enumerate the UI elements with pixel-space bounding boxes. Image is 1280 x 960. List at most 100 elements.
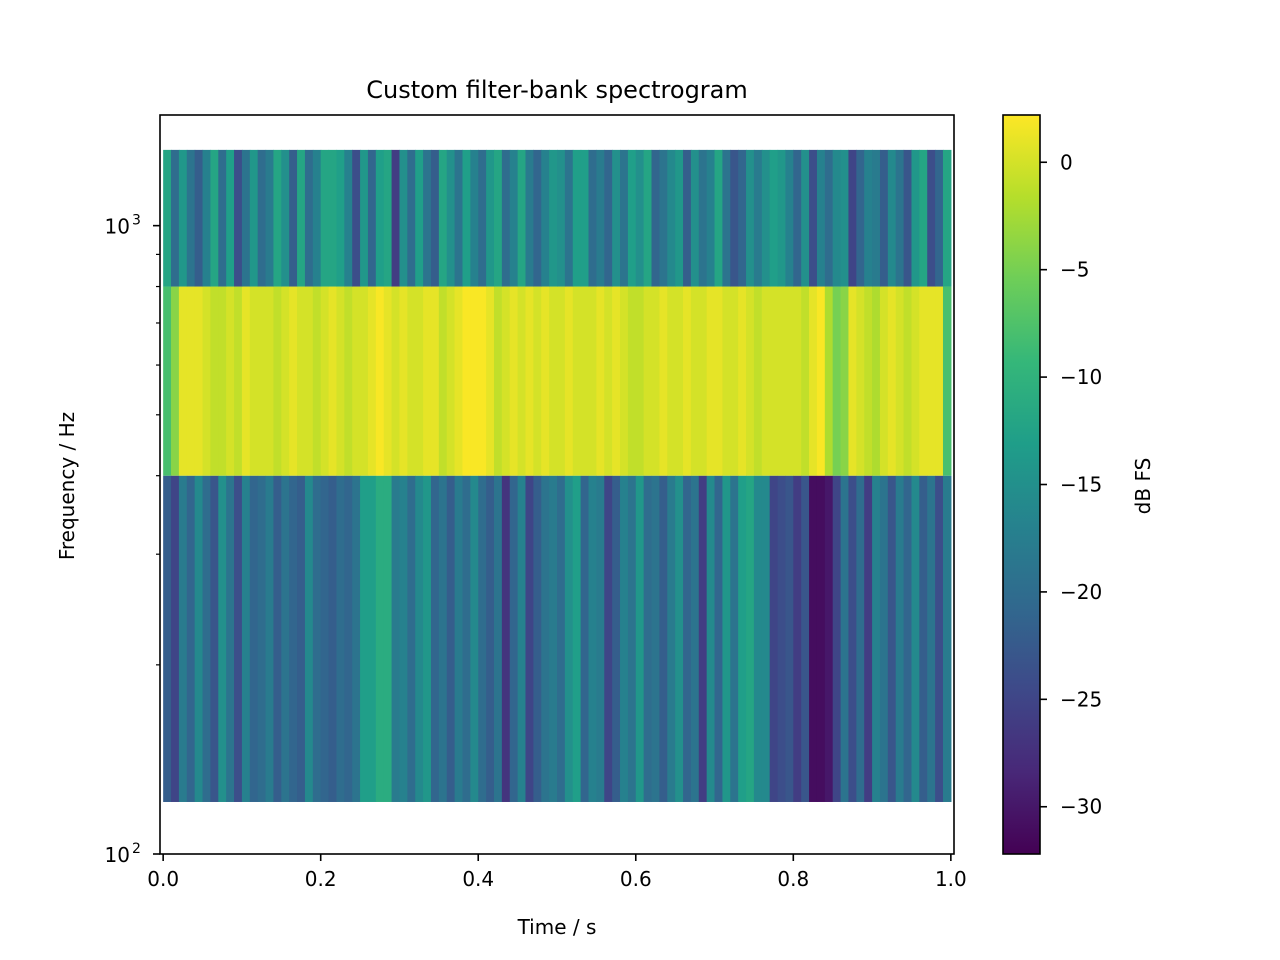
x-tick-label: 0.6 [620, 867, 652, 891]
heatmap-cell [470, 286, 479, 476]
heatmap-cell [171, 149, 180, 287]
heatmap-cell [178, 149, 188, 287]
heatmap-cell [927, 475, 936, 802]
heatmap-cell [241, 475, 251, 802]
heatmap-cell [738, 475, 747, 802]
heatmap-cell [320, 286, 330, 476]
y-tick-exponent: 3 [132, 213, 141, 229]
heatmap-cell [202, 286, 212, 476]
colorbar-tick-label: −5 [1060, 258, 1089, 282]
colorbar-tick-label: −15 [1060, 473, 1102, 497]
heatmap-cell [667, 149, 676, 287]
heatmap-cell [848, 475, 857, 802]
heatmap-cell [683, 475, 692, 802]
heatmap-cell [706, 286, 716, 476]
heatmap-cell [801, 475, 810, 802]
heatmap-cell [675, 149, 684, 287]
heatmap-cell [249, 149, 259, 287]
heatmap-cell [178, 286, 188, 476]
heatmap-cell [761, 149, 771, 287]
heatmap-cell [564, 475, 574, 802]
heatmap-cell [462, 475, 471, 802]
heatmap-cell [509, 475, 519, 802]
heatmap-cell [525, 286, 534, 476]
heatmap-cell [375, 475, 385, 802]
heatmap-cell [202, 475, 212, 802]
heatmap-cell [399, 149, 408, 287]
heatmap-cell [580, 149, 590, 287]
heatmap-cell [746, 149, 755, 287]
heatmap-cell [391, 149, 401, 287]
heatmap-cell [572, 475, 582, 802]
heatmap-cell [769, 475, 779, 802]
heatmap-cell [249, 475, 259, 802]
heatmap-cell [541, 475, 550, 802]
heatmap-cell [848, 286, 857, 476]
heatmap-cell [643, 286, 653, 476]
heatmap-cell [801, 286, 810, 476]
heatmap-cell [840, 475, 850, 802]
heatmap-cell [832, 286, 842, 476]
heatmap-cell [328, 475, 338, 802]
colorbar-tick-label: 0 [1060, 150, 1073, 174]
heatmap-cell [415, 149, 424, 287]
heatmap-cell [824, 149, 834, 287]
heatmap-cell [352, 286, 361, 476]
heatmap-cell [273, 149, 282, 287]
heatmap-cell [564, 149, 574, 287]
heatmap-cell [635, 286, 645, 476]
heatmap-cell [785, 286, 794, 476]
heatmap-cell [312, 286, 322, 476]
heatmap-cell [194, 149, 204, 287]
heatmap-cell [336, 286, 345, 476]
y-tick-exponent: 2 [132, 841, 141, 857]
heatmap-cell [651, 475, 661, 802]
heatmap-cell [769, 149, 779, 287]
heatmap-cell [281, 286, 290, 476]
heatmap-cell [360, 286, 369, 476]
heatmap-cell [612, 286, 621, 476]
heatmap-cell [446, 149, 456, 287]
heatmap-cell [344, 149, 353, 287]
heatmap-cell [604, 149, 613, 287]
heatmap-cell [864, 286, 873, 476]
heatmap-cell [163, 149, 172, 287]
heatmap-cell [328, 149, 338, 287]
heatmap-cell [643, 149, 653, 287]
heatmap-cell [344, 286, 353, 476]
heatmap-cell [241, 286, 251, 476]
heatmap-cell [903, 475, 913, 802]
heatmap-cell [879, 149, 889, 287]
heatmap-cell [572, 286, 582, 476]
heatmap-cell [801, 149, 810, 287]
heatmap-cell [289, 286, 298, 476]
heatmap-cell [675, 475, 684, 802]
heatmap-cell [336, 475, 345, 802]
heatmap-cell [525, 475, 534, 802]
heatmap-cell [753, 286, 763, 476]
heatmap-cell [549, 149, 558, 287]
heatmap-cell [722, 286, 731, 476]
heatmap-cell [454, 286, 464, 476]
heatmap-cell [596, 149, 605, 287]
heatmap-cell [234, 286, 243, 476]
heatmap-cell [423, 475, 432, 802]
heatmap-cell [320, 149, 330, 287]
plot-area-frame [159, 114, 955, 855]
heatmap-cell [714, 286, 724, 476]
heatmap-cell [501, 149, 511, 287]
heatmap-cell [493, 149, 503, 287]
y-axis-label: Frequency / Hz [55, 412, 79, 560]
heatmap-cell [312, 149, 322, 287]
heatmap-cell [935, 286, 944, 476]
heatmap-cell [777, 149, 787, 287]
heatmap-cell [234, 475, 243, 802]
heatmap-cell [478, 475, 487, 802]
heatmap-cell [927, 149, 936, 287]
heatmap-cell [493, 475, 503, 802]
heatmap-cell [486, 475, 495, 802]
heatmap-cell [683, 149, 692, 287]
heatmap-cell [241, 149, 251, 287]
heatmap-cell [887, 149, 897, 287]
